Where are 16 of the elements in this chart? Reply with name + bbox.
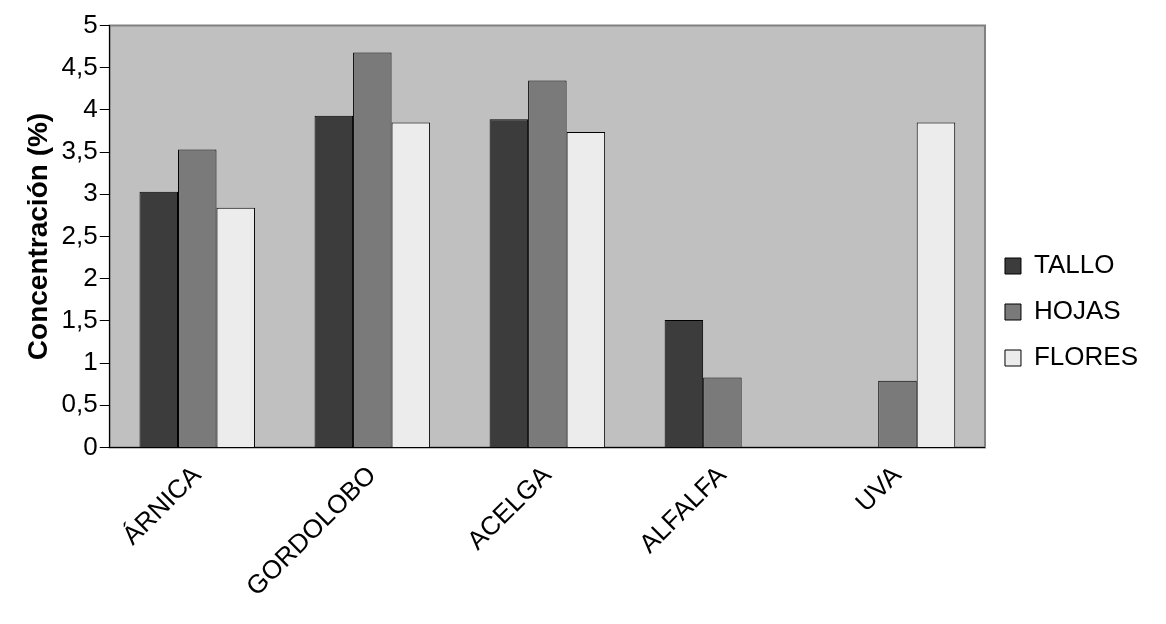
y-tick-label: 0,5 <box>61 388 98 419</box>
legend-label: HOJAS <box>1033 295 1121 326</box>
legend-label: TALLO <box>1033 249 1115 280</box>
y-tick-label: 4,5 <box>61 50 98 81</box>
y-tick-label: 2 <box>83 261 98 292</box>
y-axis-title: Concentración (%) <box>21 112 53 361</box>
y-tick-label: 3 <box>83 177 98 208</box>
x-tick-label: UVA <box>849 459 908 518</box>
y-tick-label: 1 <box>83 346 98 377</box>
legend-label: FLORES <box>1033 341 1139 372</box>
y-tick-label: 0 <box>83 430 98 461</box>
y-tick-label: 4 <box>83 93 98 124</box>
y-tick-label: 1,5 <box>61 304 98 335</box>
y-tick-label: 3,5 <box>61 135 98 166</box>
y-tick-label: 2,5 <box>61 219 98 250</box>
y-tick-label: 5 <box>83 8 98 39</box>
